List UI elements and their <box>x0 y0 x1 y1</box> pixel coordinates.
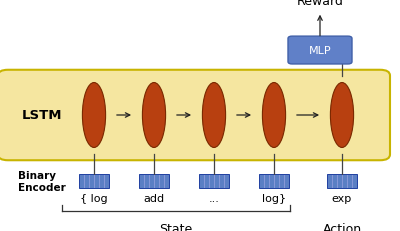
Ellipse shape <box>262 83 286 148</box>
FancyBboxPatch shape <box>327 174 357 188</box>
Text: add: add <box>144 193 164 203</box>
Text: { log: { log <box>80 193 108 203</box>
Ellipse shape <box>82 83 106 148</box>
Text: log}: log} <box>262 193 286 203</box>
FancyBboxPatch shape <box>199 174 229 188</box>
FancyBboxPatch shape <box>288 37 352 65</box>
Text: exp: exp <box>332 193 352 203</box>
Ellipse shape <box>142 83 166 148</box>
Text: ...: ... <box>208 193 220 203</box>
FancyBboxPatch shape <box>259 174 289 188</box>
Ellipse shape <box>202 83 226 148</box>
Text: Action: Action <box>322 222 362 231</box>
Text: State: State <box>159 222 193 231</box>
Ellipse shape <box>330 83 354 148</box>
FancyBboxPatch shape <box>0 70 390 161</box>
Text: Binary
Encoder: Binary Encoder <box>18 170 66 192</box>
FancyBboxPatch shape <box>139 174 169 188</box>
Text: Reward: Reward <box>296 0 344 8</box>
Text: MLP: MLP <box>309 46 331 56</box>
Text: LSTM: LSTM <box>22 109 62 122</box>
FancyBboxPatch shape <box>79 174 109 188</box>
